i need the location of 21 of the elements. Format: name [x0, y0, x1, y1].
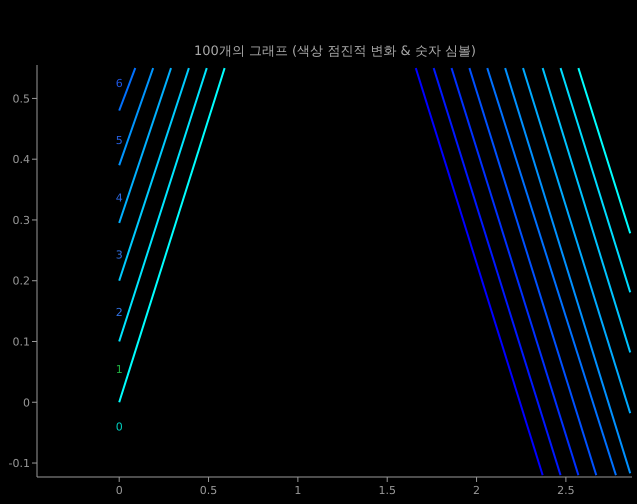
y-tick-label: 0.2: [12, 274, 30, 288]
x-tick-label: 0: [116, 484, 123, 497]
annotation: 3: [116, 248, 123, 262]
y-tick-label: 0.4: [12, 153, 30, 166]
annotation: 6: [116, 77, 123, 90]
x-tick-label: 1.5: [378, 484, 396, 497]
annotation: 0: [116, 420, 123, 434]
x-tick-label: 2.5: [557, 484, 575, 497]
y-tick-label: 0: [23, 396, 30, 410]
x-tick-label: 0.5: [200, 484, 218, 497]
annotation: 5: [116, 134, 123, 148]
x-tick-label: 2: [473, 484, 480, 497]
chart-title: 100개의 그래프 (색상 점진적 변화 & 숫자 심볼): [194, 44, 476, 59]
y-tick-label: 0.1: [12, 335, 30, 348]
y-tick-label: 0.3: [12, 214, 30, 227]
x-tick-label: 1: [294, 484, 302, 497]
y-tick-label: -0.1: [8, 457, 30, 470]
annotation: 4: [116, 191, 123, 204]
annotation: 2: [116, 306, 123, 319]
annotation: 1: [116, 363, 123, 376]
y-tick-label: 0.5: [12, 92, 30, 106]
